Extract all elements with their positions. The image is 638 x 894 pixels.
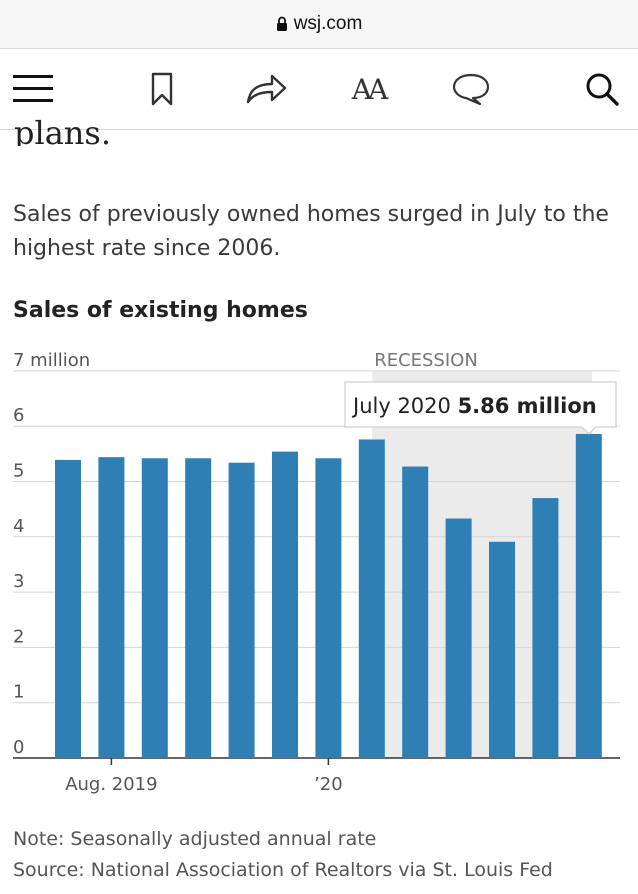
- bar-apr-2020: [445, 518, 472, 758]
- menu-icon[interactable]: [10, 67, 56, 111]
- bar-jul-2020: [575, 433, 602, 758]
- bar-jan-2020: [315, 458, 342, 758]
- bar-oct-2019: [185, 458, 212, 758]
- x-tick-label: ’20: [314, 774, 343, 795]
- y-tick-label: 3: [13, 571, 24, 592]
- y-tick-label: 6: [13, 405, 24, 426]
- clipped-text: plans.: [14, 114, 111, 146]
- y-tick-label: 2: [13, 626, 24, 647]
- tooltip-label: July 2020: [351, 394, 458, 418]
- tooltip-value: 5.86 million: [458, 394, 597, 418]
- tooltip-box: [344, 381, 617, 435]
- chart-note: Note: Seasonally adjusted annual rate: [13, 828, 377, 850]
- y-tick-label: 5: [13, 461, 24, 482]
- y-tick-label: 1: [13, 682, 24, 703]
- article-lede: Sales of previously owned homes surged i…: [13, 202, 609, 261]
- bar-nov-2019: [228, 462, 255, 758]
- bookmark-icon[interactable]: [146, 67, 178, 111]
- search-icon[interactable]: [582, 67, 622, 111]
- bar-may-2020: [489, 541, 515, 758]
- lock-icon: [276, 16, 287, 31]
- chart-notes: Note: Seasonally adjusted annual rate So…: [13, 824, 553, 886]
- url-text: wsj.com: [293, 13, 363, 34]
- bar-sep-2019: [141, 458, 168, 758]
- bar-aug-2019: [98, 457, 125, 758]
- text-size-label: AA: [351, 72, 389, 106]
- bar-chart: 0 1 2 3 4 5 6 7 million RECESSION Aug. 2019 ’20 Jul…: [13, 350, 620, 795]
- y-tick-label: 4: [13, 516, 24, 537]
- text-size-icon[interactable]: AA: [344, 67, 392, 111]
- bar-dec-2019: [272, 451, 298, 758]
- bar-mar-2020: [402, 466, 429, 758]
- article-toolbar: AA: [0, 49, 638, 130]
- y-tick-label: 7 million: [13, 350, 90, 371]
- recession-label: RECESSION: [374, 350, 478, 371]
- clipped-article-text: plans.: [14, 106, 214, 146]
- chart-title: Sales of existing homes: [13, 298, 308, 323]
- comment-icon[interactable]: [447, 67, 495, 111]
- chart-source: Source: National Association of Realtors…: [13, 859, 553, 881]
- bar-feb-2020: [358, 439, 385, 758]
- x-tick-label: Aug. 2019: [65, 774, 157, 795]
- share-icon[interactable]: [242, 67, 290, 111]
- bar-jun-2020: [532, 498, 559, 758]
- address-bar[interactable]: wsj.com: [0, 0, 638, 49]
- bar-jul-2019: [55, 459, 81, 758]
- tooltip-text: July 2020 5.86 million: [351, 394, 597, 418]
- y-tick-label: 0: [13, 737, 24, 758]
